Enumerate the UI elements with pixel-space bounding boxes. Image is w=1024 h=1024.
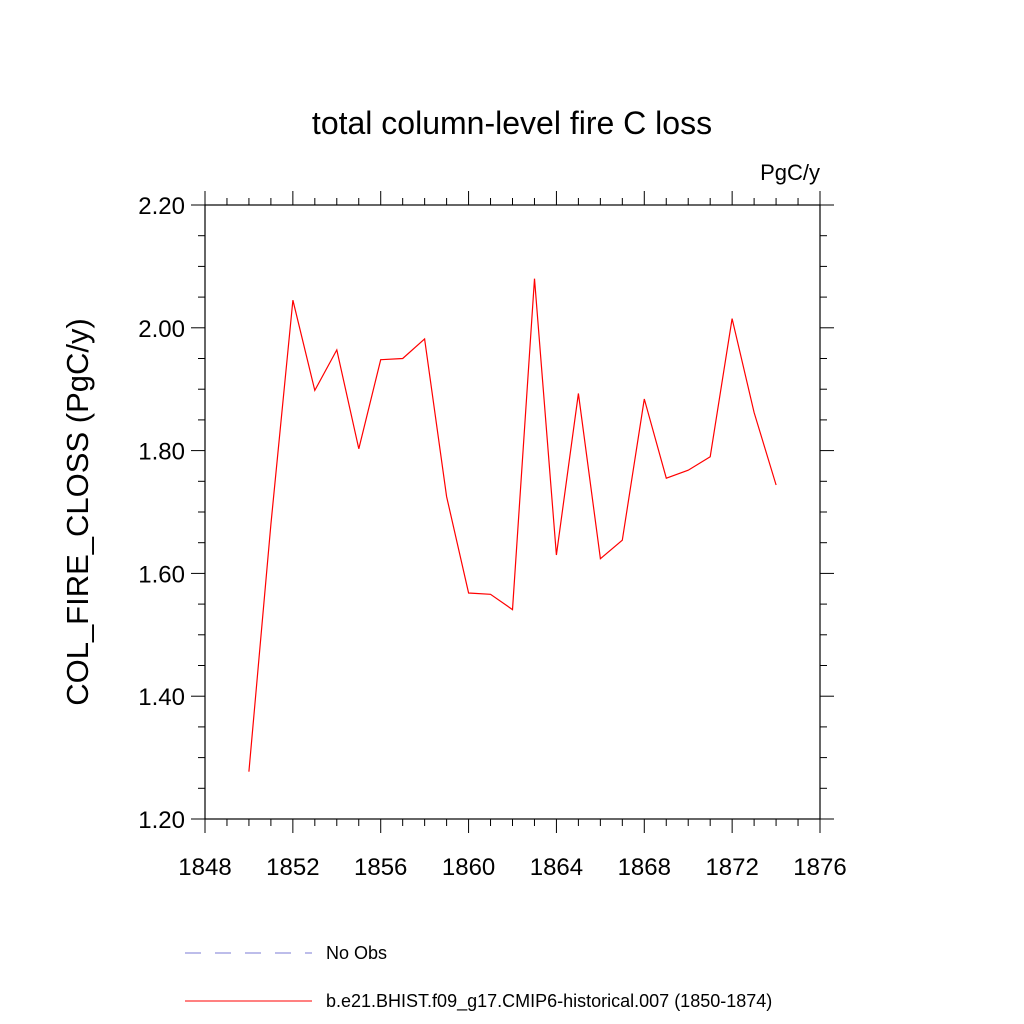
units-label: PgC/y <box>760 160 820 185</box>
x-tick-label: 1848 <box>178 854 231 881</box>
legend: No Obs b.e21.BHIST.f09_g17.CMIP6-historic… <box>185 943 772 1012</box>
x-tick-label: 1864 <box>530 854 583 881</box>
y-tick-label: 1.20 <box>138 807 185 834</box>
series-group <box>248 278 777 772</box>
y-tick-label: 2.20 <box>138 193 185 220</box>
x-tick-label: 1860 <box>442 854 495 881</box>
y-axis-label: COL_FIRE_CLOSS (PgC/y) <box>60 318 95 706</box>
plot-frame <box>204 204 821 820</box>
x-tick-label: 1852 <box>266 854 319 881</box>
y-tick-label: 1.60 <box>138 561 185 588</box>
legend-label: b.e21.BHIST.f09_g17.CMIP6-historical.007… <box>326 991 772 1012</box>
y-tick-label: 1.40 <box>138 684 185 711</box>
y-tick-label: 2.00 <box>138 316 185 343</box>
y-tick-label: 1.80 <box>138 439 185 466</box>
x-tick-label: 1868 <box>618 854 671 881</box>
x-tick-label: 1856 <box>354 854 407 881</box>
series-line <box>248 278 777 772</box>
legend-label: No Obs <box>326 943 387 963</box>
x-tick-label: 1872 <box>705 854 758 881</box>
axis-ticks <box>191 191 834 833</box>
tick-labels: 1848 1852 1856 1860 1864 1868 1872 1876 1.20 1.40… <box>138 193 846 881</box>
chart-title: total column-level fire C loss <box>312 105 712 141</box>
x-tick-label: 1876 <box>793 854 846 881</box>
